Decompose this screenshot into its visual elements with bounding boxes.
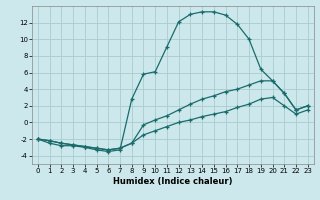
X-axis label: Humidex (Indice chaleur): Humidex (Indice chaleur) <box>113 177 233 186</box>
